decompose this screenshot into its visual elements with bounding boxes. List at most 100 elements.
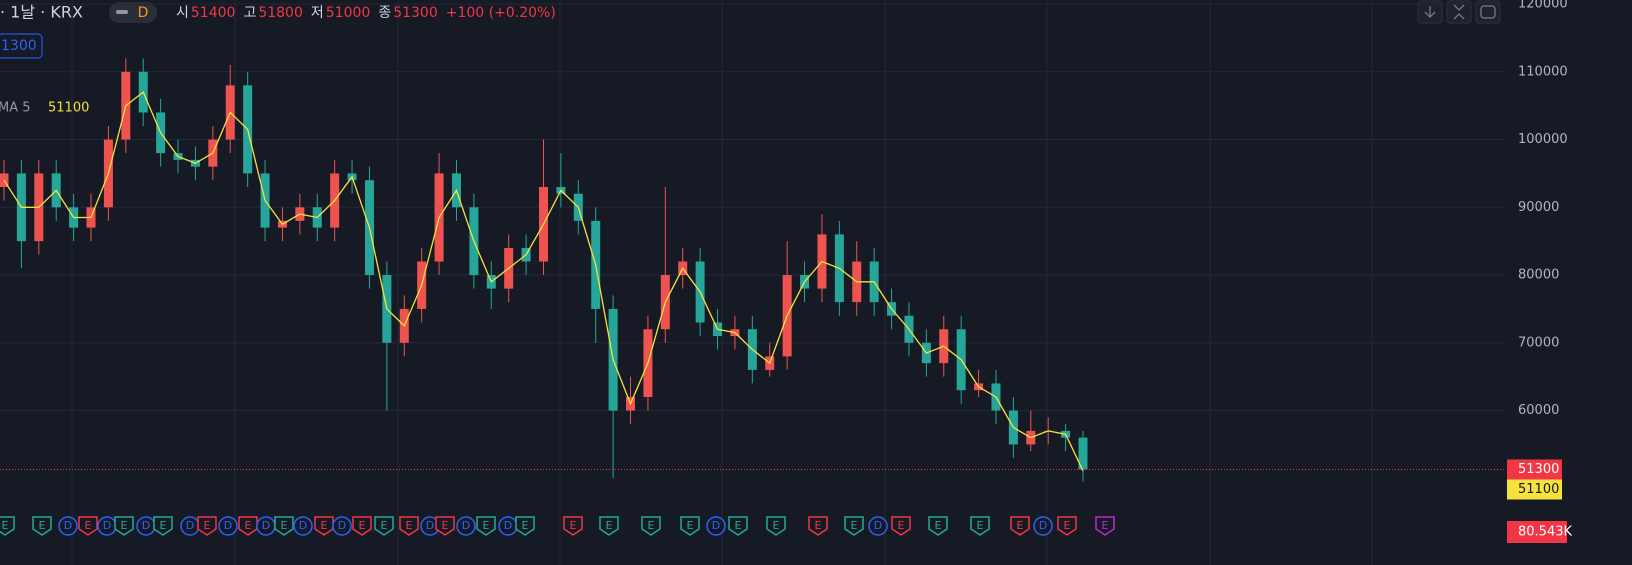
event-shape xyxy=(314,516,334,536)
event-shape xyxy=(766,516,786,536)
event-marker[interactable]: D xyxy=(218,516,238,536)
event-marker[interactable]: E xyxy=(515,516,535,536)
event-marker[interactable]: D xyxy=(332,516,352,536)
event-marker[interactable]: E xyxy=(435,516,455,536)
event-marker[interactable]: E xyxy=(374,516,394,536)
ohlc-label: 시 xyxy=(176,5,189,21)
event-label: E xyxy=(39,519,46,532)
event-marker[interactable]: D xyxy=(97,516,117,536)
event-label: E xyxy=(570,519,577,532)
event-label: E xyxy=(281,519,288,532)
event-marker[interactable]: E xyxy=(78,516,98,536)
event-label: E xyxy=(2,519,9,532)
event-label: E xyxy=(381,519,388,532)
ma-tag xyxy=(1507,479,1562,500)
event-shape xyxy=(808,516,828,536)
event-marker[interactable]: E xyxy=(476,516,496,536)
vertical-grid xyxy=(71,0,1373,565)
event-marker[interactable]: E xyxy=(928,516,948,536)
event-marker[interactable]: E xyxy=(314,516,334,536)
event-label: D xyxy=(103,519,111,532)
event-marker[interactable]: E xyxy=(680,516,700,536)
event-marker[interactable]: E xyxy=(563,516,583,536)
change: +100 (+0.20%) xyxy=(446,5,556,21)
event-shape xyxy=(352,516,372,536)
ohlc-header: 시 51400 고 51800 저 51000 종 51300 +100 (+0.20%) xyxy=(176,5,556,21)
event-marker[interactable]: E xyxy=(153,516,173,536)
event-marker[interactable]: E xyxy=(399,516,419,536)
event-marker[interactable]: D xyxy=(706,516,726,536)
event-shape xyxy=(293,516,313,536)
event-shape xyxy=(970,516,990,536)
event-marker[interactable]: D xyxy=(256,516,276,536)
toggle-icon xyxy=(116,10,128,14)
volume-tag xyxy=(1507,521,1567,543)
event-label: E xyxy=(1017,519,1024,532)
event-marker[interactable]: E xyxy=(32,516,52,536)
event-marker[interactable]: D xyxy=(180,516,200,536)
event-marker[interactable]: E xyxy=(766,516,786,536)
event-marker[interactable]: E xyxy=(197,516,217,536)
event-marker[interactable]: E xyxy=(891,516,911,536)
event-label: E xyxy=(606,519,613,532)
event-shape xyxy=(1033,516,1053,536)
event-label: D xyxy=(712,519,720,532)
event-marker[interactable]: D xyxy=(868,516,888,536)
event-label: E xyxy=(687,519,694,532)
event-shape xyxy=(114,516,134,536)
event-label: E xyxy=(160,519,167,532)
interval-toggle[interactable] xyxy=(109,2,157,23)
event-marker[interactable]: E xyxy=(599,516,619,536)
event-shape xyxy=(435,516,455,536)
event-label: D xyxy=(142,519,150,532)
event-marker[interactable]: D xyxy=(498,516,518,536)
event-marker[interactable]: E xyxy=(0,516,15,536)
event-marker[interactable]: D xyxy=(136,516,156,536)
event-label: D xyxy=(338,519,346,532)
event-marker[interactable]: E xyxy=(114,516,134,536)
event-shape xyxy=(844,516,864,536)
event-shape xyxy=(515,516,535,536)
event-shape xyxy=(680,516,700,536)
y-tick-label: 100000 xyxy=(1518,132,1568,147)
event-marker[interactable]: E xyxy=(808,516,828,536)
event-marker[interactable]: D xyxy=(1033,516,1053,536)
event-shape xyxy=(706,516,726,536)
event-marker[interactable]: E xyxy=(238,516,258,536)
event-marker[interactable]: D xyxy=(58,516,78,536)
event-label: E xyxy=(773,519,780,532)
event-label: E xyxy=(245,519,252,532)
event-marker[interactable]: E xyxy=(352,516,372,536)
event-marker[interactable]: D xyxy=(456,516,476,536)
event-shape xyxy=(563,516,583,536)
event-shape xyxy=(476,516,496,536)
ohlc-label: 고 xyxy=(243,5,256,21)
toolbar xyxy=(1417,0,1501,24)
collapse-button[interactable] xyxy=(1446,0,1472,24)
event-label: E xyxy=(121,519,128,532)
event-label: D xyxy=(262,519,270,532)
event-marker[interactable]: D xyxy=(420,516,440,536)
volume-tag-text: 80.543K xyxy=(1518,525,1572,540)
event-marker[interactable]: E xyxy=(274,516,294,536)
event-shape xyxy=(218,516,238,536)
event-label: E xyxy=(977,519,984,532)
event-marker[interactable]: E xyxy=(844,516,864,536)
event-label: D xyxy=(874,519,882,532)
event-label: E xyxy=(406,519,413,532)
y-tick-label: 70000 xyxy=(1518,335,1559,350)
event-label: D xyxy=(1039,519,1047,532)
event-marker[interactable]: E xyxy=(728,516,748,536)
event-label: E xyxy=(898,519,905,532)
event-marker[interactable]: E xyxy=(1057,516,1077,536)
event-marker[interactable]: E xyxy=(970,516,990,536)
event-shape xyxy=(197,516,217,536)
event-marker[interactable]: E xyxy=(1095,516,1115,536)
event-marker[interactable]: E xyxy=(1010,516,1030,536)
ma-legend-value: 51100 xyxy=(48,101,89,116)
event-marker[interactable]: E xyxy=(641,516,661,536)
event-label: E xyxy=(735,519,742,532)
event-marker[interactable]: D xyxy=(293,516,313,536)
